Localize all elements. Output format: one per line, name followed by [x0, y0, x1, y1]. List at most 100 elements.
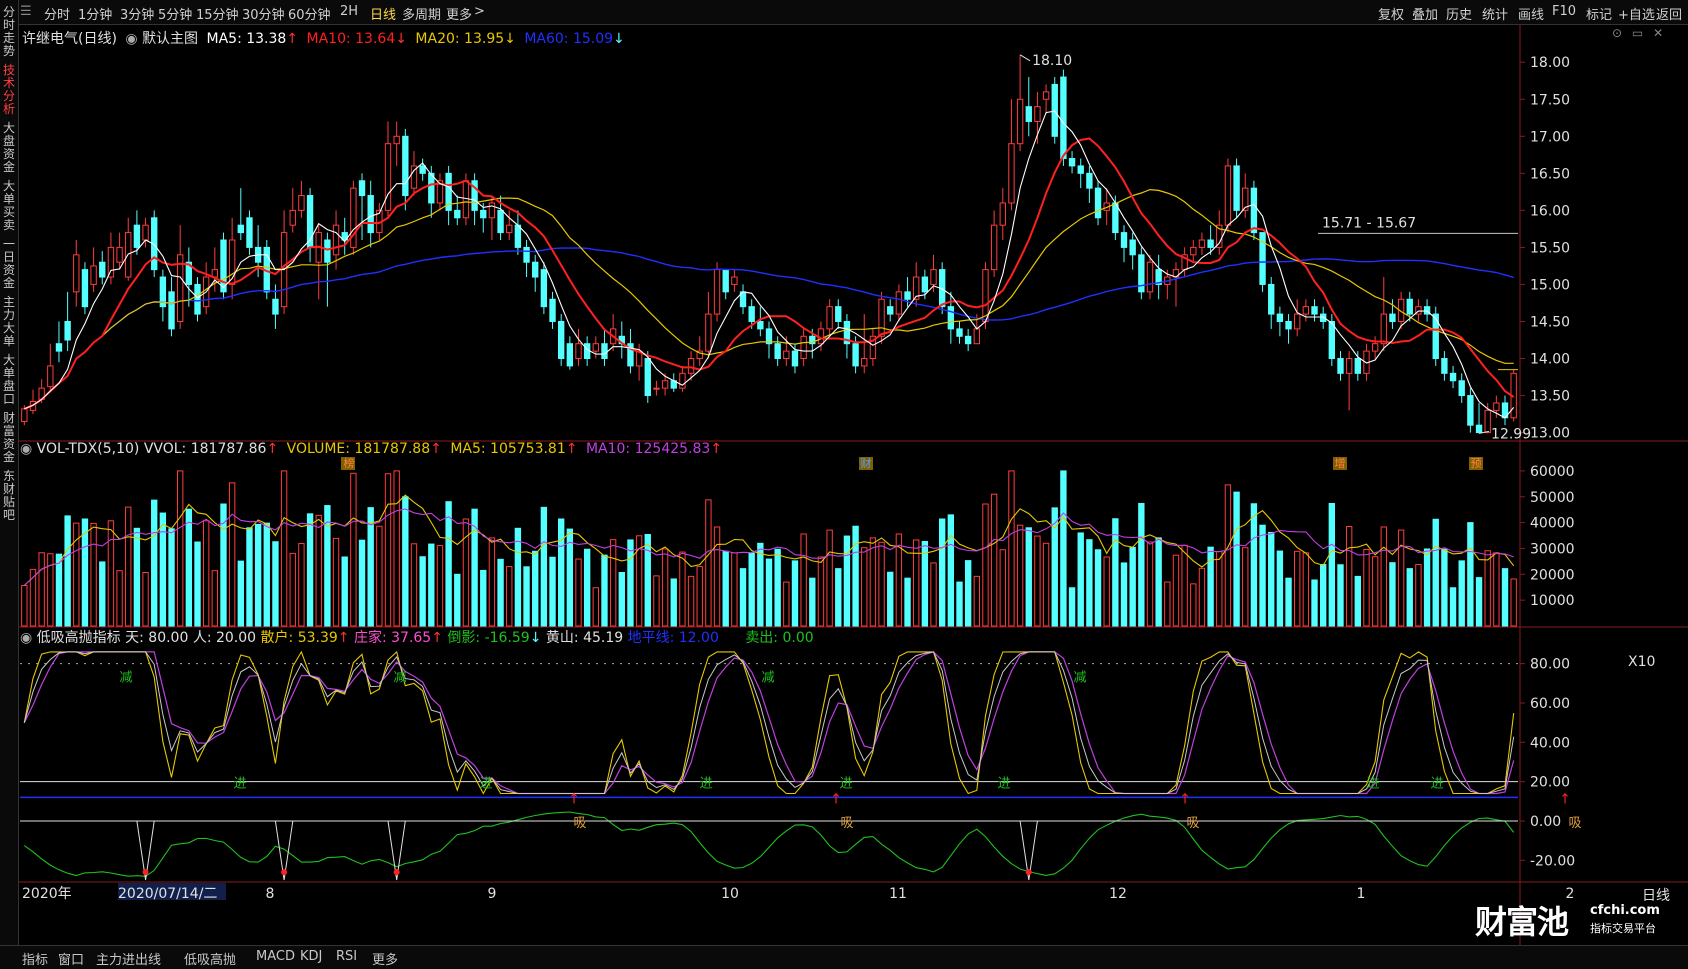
tab-1min[interactable]: 1分钟 [78, 8, 113, 23]
sidebar-item-fenshi[interactable]: 分时走势 [2, 5, 15, 58]
sidebar-item-market-fund[interactable]: 大盘资金 [2, 121, 15, 174]
up-arrow-icon: ↑ [710, 441, 723, 457]
settings-circle-icon[interactable]: ◉ [20, 630, 33, 646]
candle [765, 328, 773, 345]
candle [566, 343, 574, 367]
y-tick-label: 15.50 [1530, 240, 1570, 256]
btn-history[interactable]: 历史 [1446, 8, 1473, 23]
tab-main-force-line[interactable]: 主力进出线 [96, 953, 162, 968]
candle [159, 276, 167, 308]
candle [367, 195, 374, 234]
tab-fenshi[interactable]: 分时 [44, 8, 71, 23]
tab-indicator[interactable]: 指标 [22, 953, 49, 968]
volume-bar [289, 552, 296, 627]
btn-stats[interactable]: 统计 [1482, 8, 1509, 23]
tab-2h[interactable]: 2H [340, 4, 359, 19]
volume-bar [826, 529, 833, 627]
sidebar-item-forum[interactable]: 东财贴吧 [2, 469, 15, 522]
tab-macd[interactable]: MACD [256, 949, 295, 964]
reduce-signal-label: 减 [119, 671, 132, 686]
volume-bar [661, 548, 669, 627]
volume-bar [592, 587, 600, 627]
sidebar-item-day-fund[interactable]: 一日资金 [2, 237, 15, 290]
candle [783, 350, 790, 360]
tab-more[interactable]: 更多 [446, 8, 473, 23]
btn-fuquan[interactable]: 复权 [1378, 8, 1405, 23]
volume-bar [177, 470, 184, 627]
chevron-right-icon[interactable]: > [474, 4, 485, 19]
volume-bar [445, 501, 452, 627]
candle [1458, 380, 1465, 397]
candle [506, 224, 513, 234]
volume-bar [679, 551, 686, 627]
sell-signal-dot [393, 869, 400, 876]
candle [1285, 320, 1292, 330]
btn-add-watchlist[interactable]: +自选 [1618, 8, 1655, 23]
tab-daily[interactable]: 日线 [370, 8, 397, 23]
btn-overlay[interactable]: 叠加 [1412, 8, 1439, 23]
volume-bar [306, 513, 314, 627]
volume-bar [332, 537, 340, 627]
vol-tick-label: 20000 [1530, 567, 1575, 583]
settings-circle-icon[interactable]: ◉ [125, 31, 138, 47]
candle [384, 143, 392, 211]
volume-bar [549, 556, 556, 627]
volume-bar [878, 541, 885, 627]
btn-draw[interactable]: 画线 [1518, 8, 1545, 23]
candle [592, 343, 600, 352]
volume-bar [817, 556, 825, 627]
btn-f10[interactable]: F10 [1552, 4, 1577, 19]
tab-15min[interactable]: 15分钟 [196, 8, 239, 23]
sidebar-item-big-order[interactable]: 大单买卖 [2, 179, 15, 232]
settings-circle-icon[interactable]: ◉ [20, 441, 33, 457]
candle [696, 350, 703, 360]
sidebar-item-order-book[interactable]: 大单盘口 [2, 353, 15, 406]
volume-bar [47, 553, 54, 627]
tab-kdj[interactable]: KDJ [300, 949, 323, 964]
chart-name[interactable]: 默认主图 [142, 31, 199, 47]
candle [324, 239, 331, 263]
ind-tick-label: 20.00 [1530, 775, 1570, 791]
candle [21, 408, 28, 422]
sidebar-item-wealth-fund[interactable]: 财富资金 [2, 411, 15, 464]
btn-mark[interactable]: 标记 [1586, 8, 1613, 23]
tab-rsi[interactable]: RSI [336, 949, 358, 964]
settings-circle-icon[interactable]: ⊙ [1612, 26, 1623, 40]
fenshi-toggle-icon[interactable]: ☰ [20, 4, 32, 19]
legend-ma10: MA10: 13.64 [306, 31, 396, 47]
tab-5min[interactable]: 5分钟 [158, 8, 193, 23]
btn-back[interactable]: 返回 [1656, 8, 1683, 23]
tab-60min[interactable]: 60分钟 [288, 8, 331, 23]
sidebar-item-tech[interactable]: 技术分析 [2, 63, 15, 116]
close-icon[interactable]: ✕ [1653, 26, 1664, 40]
tab-3min[interactable]: 3分钟 [120, 8, 155, 23]
volume-bar [202, 520, 210, 627]
restore-icon[interactable]: ▭ [1631, 26, 1644, 40]
sidebar-item-main-force[interactable]: 主力大单 [2, 295, 15, 348]
volume-bar [1250, 503, 1258, 627]
volume-bar [609, 539, 617, 627]
candle [1268, 283, 1275, 315]
vol-tick-label: 40000 [1530, 516, 1575, 532]
volume-bar [1198, 567, 1206, 627]
candle [107, 246, 115, 278]
candle [757, 320, 764, 330]
tab-more-indicators[interactable]: 更多 [372, 953, 399, 968]
volume-bar [1294, 550, 1301, 627]
tab-30min[interactable]: 30分钟 [242, 8, 285, 23]
candle [488, 202, 496, 219]
candle [1354, 358, 1361, 374]
ind-name: 低吸高抛指标 [36, 630, 121, 646]
candle [497, 209, 504, 234]
volume-bar [713, 526, 721, 627]
x-axis-label: 9 [488, 886, 497, 902]
event-marker-bg [1469, 457, 1483, 470]
candle [1493, 402, 1500, 411]
tab-window[interactable]: 窗口 [58, 953, 85, 968]
tab-multi-period[interactable]: 多周期 [402, 8, 442, 23]
tab-dixi-gaopao[interactable]: 低吸高抛 [184, 953, 237, 968]
candle [1423, 306, 1431, 315]
reduce-signal-label: 减 [393, 671, 406, 686]
candle [1432, 313, 1439, 360]
